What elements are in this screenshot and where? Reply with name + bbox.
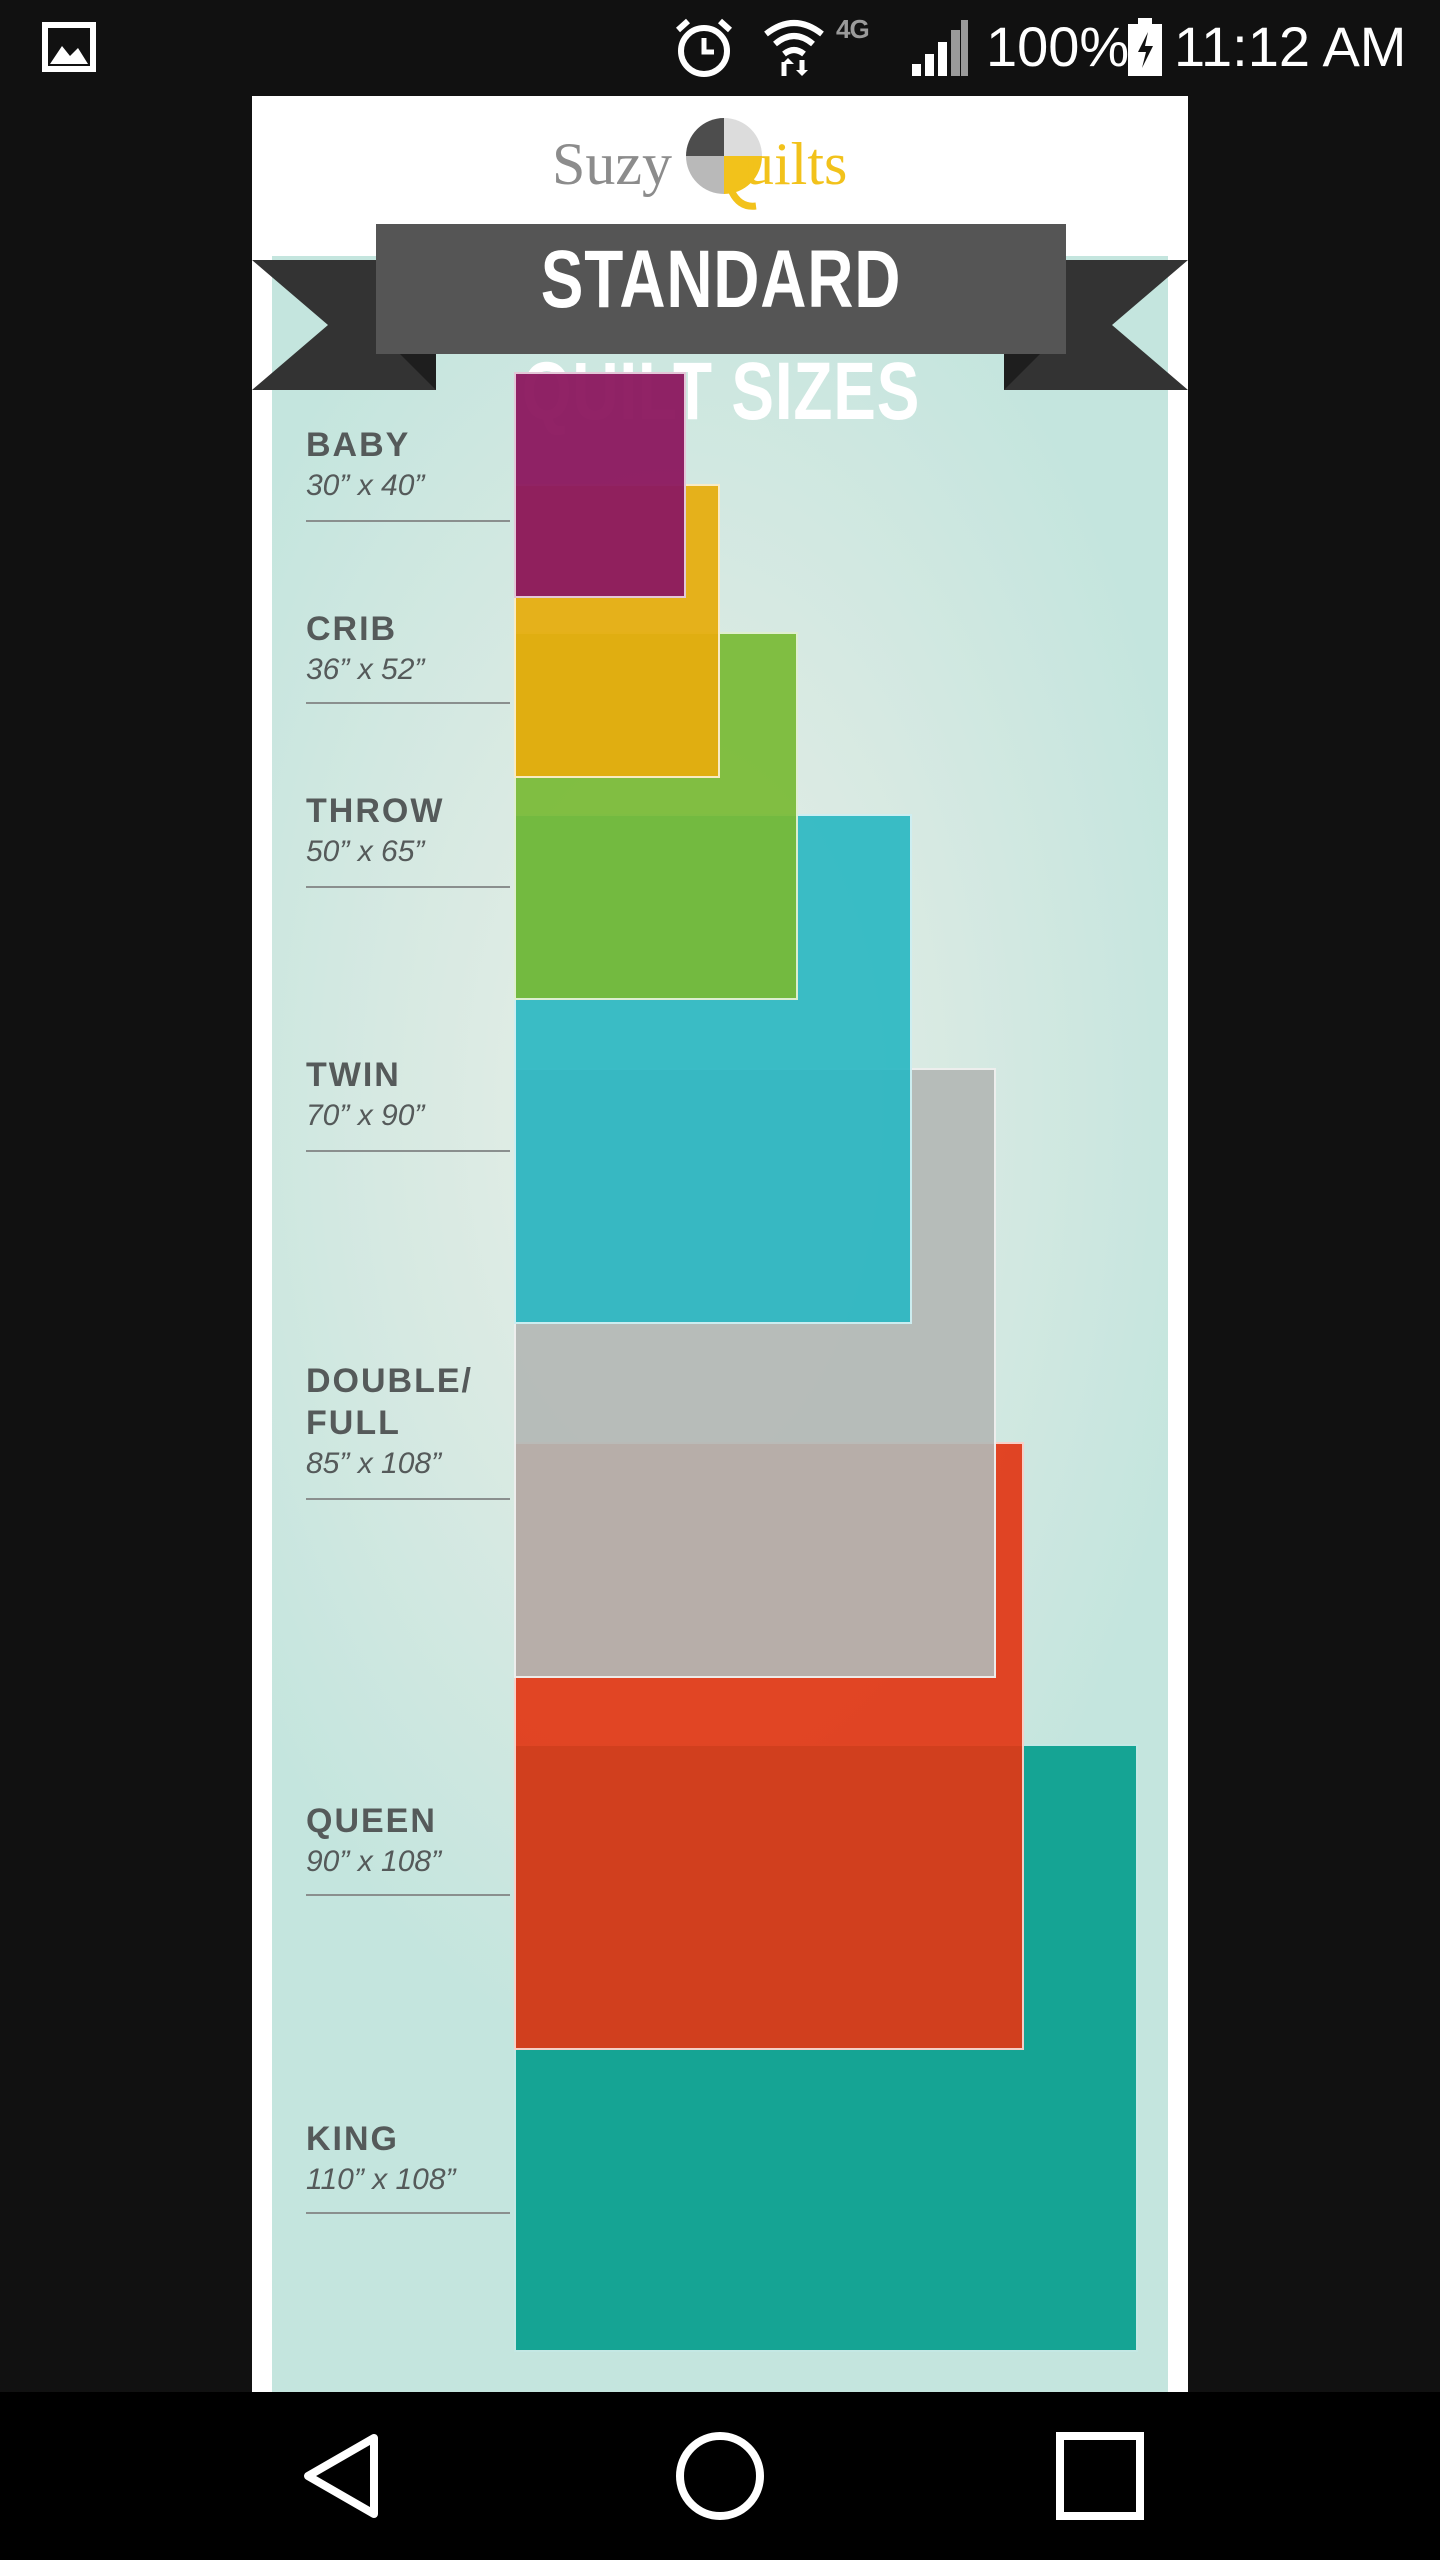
suzy-quilts-logo: Suzy uilts (552, 106, 892, 216)
gallery-icon (42, 22, 96, 72)
quilt-block-baby (514, 372, 686, 598)
logo-quilt-block-icon (686, 118, 762, 210)
size-name: QUEEN (306, 1802, 437, 1840)
clock: 11:12 AM (1174, 15, 1407, 78)
logo-text-suzy: Suzy (552, 131, 672, 197)
title-ribbon (252, 224, 1188, 390)
size-dimensions: 70” x 90” (306, 1099, 425, 1132)
recents-icon[interactable] (1050, 2426, 1150, 2526)
status-bar: 4G 100% 11:12 AM (0, 0, 1440, 96)
size-label-throw: THROW 50” x 65” (306, 790, 514, 872)
size-name: KING (306, 2120, 399, 2158)
label-divider (306, 1150, 510, 1152)
label-divider (306, 886, 510, 888)
network-type: 4G (836, 14, 870, 44)
size-dimensions: 90” x 108” (306, 1845, 442, 1878)
home-icon[interactable] (670, 2426, 770, 2526)
size-label-king: KING 110” x 108” (306, 2118, 514, 2200)
label-divider (306, 1498, 510, 1500)
alarm-icon (675, 18, 733, 77)
battery-percent: 100% (986, 15, 1130, 78)
size-label-twin: TWIN 70” x 90” (306, 1054, 514, 1136)
infographic: Suzy uilts STANDARD QUILT SIZES BABY 30”… (252, 96, 1188, 2392)
size-name: CRIB (306, 610, 398, 648)
size-name: DOUBLE/ FULL (306, 1362, 473, 1442)
size-label-queen: QUEEN 90” x 108” (306, 1800, 514, 1882)
size-dimensions: 110” x 108” (306, 2163, 456, 2196)
infographic-title: STANDARD QUILT SIZES (521, 234, 921, 437)
size-name: BABY (306, 426, 411, 464)
wifi-icon (764, 20, 824, 76)
back-icon[interactable] (290, 2426, 390, 2526)
logo-text-uilts: uilts (744, 131, 848, 197)
label-divider (306, 1894, 510, 1896)
size-label-crib: CRIB 36” x 52” (306, 608, 514, 690)
signal-icon (912, 20, 968, 76)
label-divider (306, 702, 510, 704)
navigation-bar (0, 2392, 1440, 2560)
size-dimensions: 36” x 52” (306, 653, 425, 686)
label-divider (306, 520, 510, 522)
label-divider (306, 2212, 510, 2214)
size-name: THROW (306, 792, 445, 830)
size-dimensions: 50” x 65” (306, 835, 425, 868)
size-dimensions: 85” x 108” (306, 1447, 442, 1480)
size-name: TWIN (306, 1056, 401, 1094)
size-label-baby: BABY 30” x 40” (306, 424, 514, 506)
battery-charging-icon (1128, 18, 1162, 76)
size-dimensions: 30” x 40” (306, 469, 425, 502)
size-label-double-full: DOUBLE/ FULL 85” x 108” (306, 1360, 514, 1484)
